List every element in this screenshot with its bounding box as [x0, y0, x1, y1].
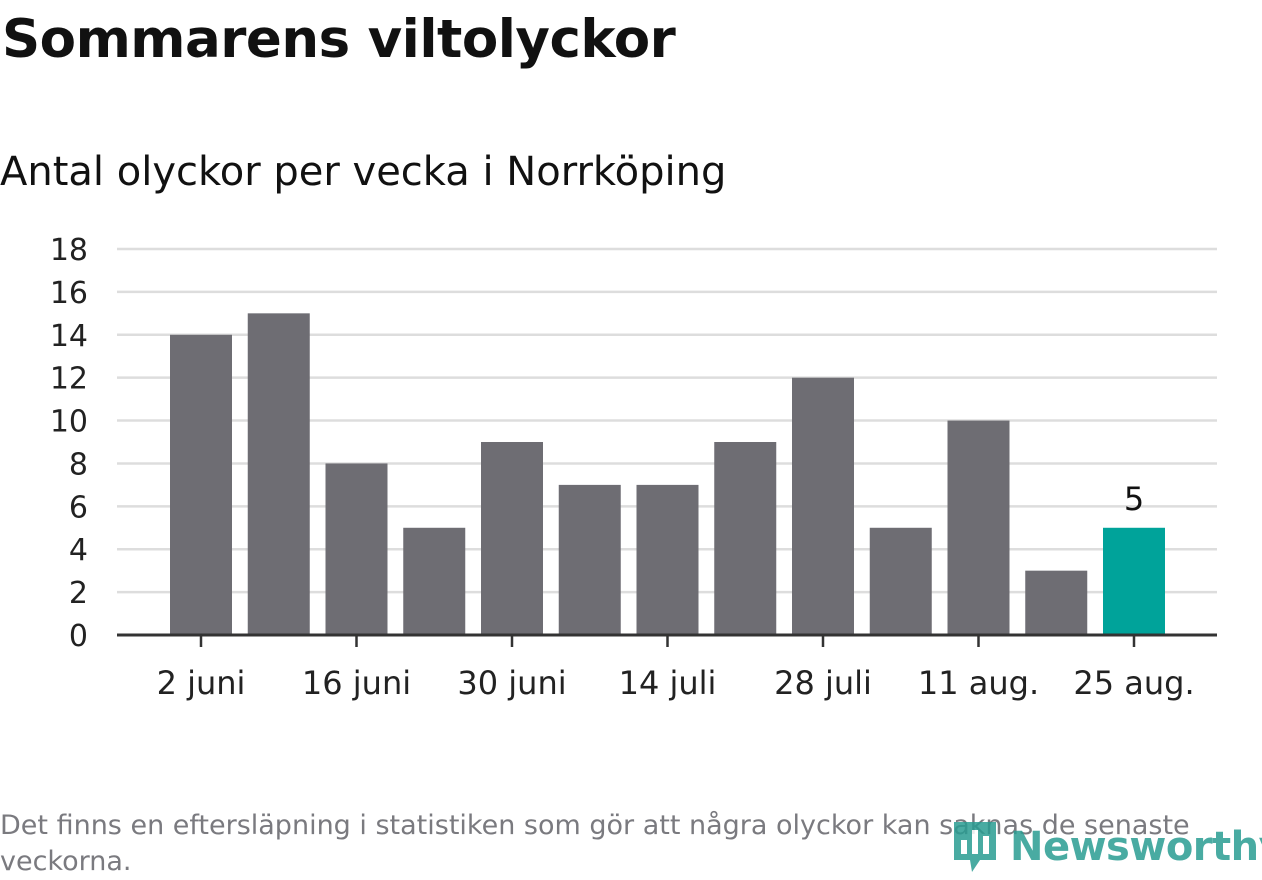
y-tick-label: 6	[69, 490, 88, 525]
y-tick-label: 2	[69, 576, 88, 611]
bar	[792, 377, 854, 635]
y-tick-label: 8	[69, 447, 88, 482]
newsworthy-logo: Newsworthy	[950, 815, 1262, 879]
newsworthy-logo-icon	[954, 822, 996, 872]
x-tick-label: 16 juni	[302, 664, 411, 702]
y-tick-label: 18	[50, 233, 88, 268]
logo-text: Newsworthy	[1010, 824, 1262, 870]
bar	[403, 527, 466, 635]
x-tick-label: 25 aug.	[1073, 664, 1194, 702]
y-tick-label: 10	[50, 405, 88, 440]
bar	[170, 334, 232, 635]
x-tick-label: 2 juni	[157, 664, 246, 702]
y-tick-label: 12	[50, 362, 88, 397]
y-tick-label: 0	[69, 619, 88, 654]
y-axis-labels: 0 2 4 6 8 10 12 14 16 18	[50, 233, 88, 654]
bar	[558, 484, 621, 635]
bar	[1025, 570, 1088, 635]
bar	[947, 420, 1010, 635]
x-tick-label: 11 aug.	[918, 664, 1039, 702]
x-tick-label: 30 juni	[457, 664, 566, 702]
x-axis-labels: 2 juni 16 juni 30 juni 14 juli 28 juli 11 aug…	[157, 664, 1195, 702]
bar	[714, 442, 777, 635]
data-label: 5	[1124, 480, 1144, 518]
y-tick-label: 14	[50, 319, 88, 354]
data-labels: 5	[1124, 480, 1144, 518]
bar-highlighted	[1103, 527, 1165, 635]
bar	[325, 463, 388, 635]
y-tick-label: 4	[69, 533, 88, 568]
y-tick-label: 16	[50, 276, 88, 311]
bars	[170, 313, 1165, 635]
bar	[247, 313, 310, 635]
x-tick-label: 28 juli	[774, 664, 872, 702]
bar	[636, 484, 699, 635]
chart-title: Sommarens viltolyckor	[2, 9, 676, 70]
x-tick-label: 14 juli	[619, 664, 717, 702]
x-axis	[117, 633, 1217, 647]
chart-subtitle: Antal olyckor per vecka i Norrköping	[0, 149, 727, 195]
bar	[869, 527, 932, 635]
bar	[481, 442, 543, 635]
